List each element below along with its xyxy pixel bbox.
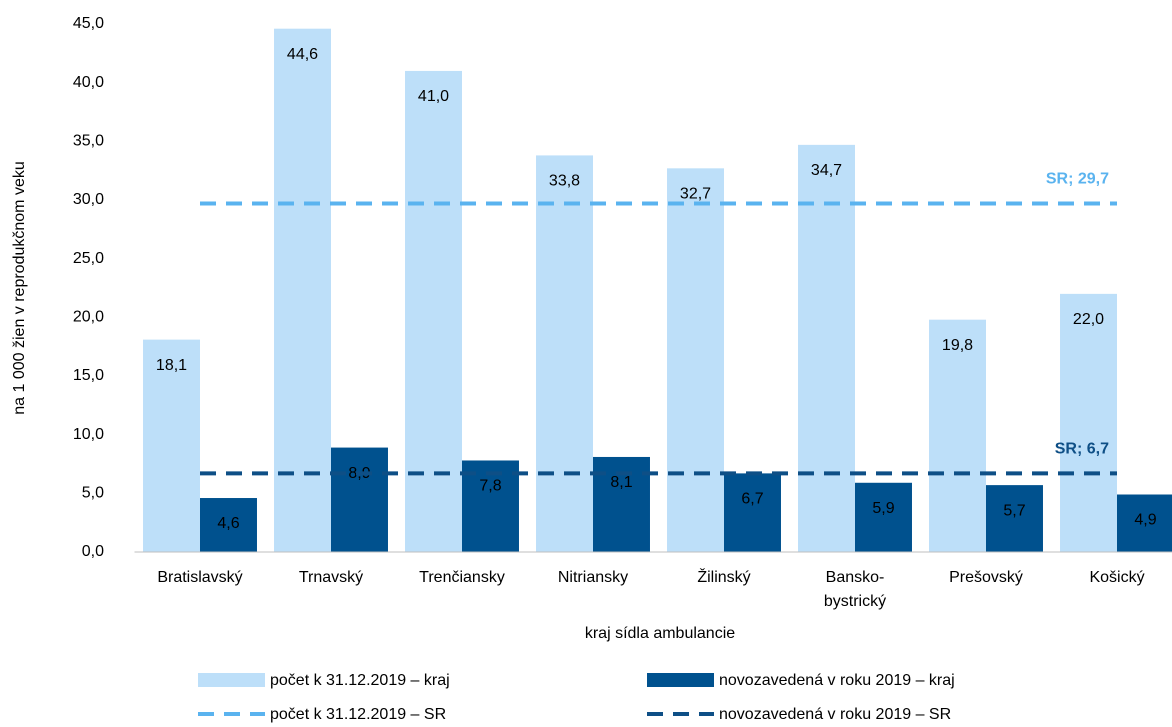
value-label: 4,6: [217, 515, 239, 532]
x-axis-title: kraj sídla ambulancie: [585, 625, 735, 642]
reference-label: SR; 6,7: [1055, 441, 1109, 458]
value-label: 6,7: [741, 491, 763, 508]
y-tick-label: 0,0: [82, 543, 104, 560]
legend-label: počet k 31.12.2019 – SR: [270, 706, 446, 723]
bar: [1117, 494, 1172, 552]
bar: [200, 498, 257, 552]
x-tick-label-line: bystrický: [824, 593, 886, 610]
x-tick-label-line: Nitriansky: [558, 569, 628, 586]
x-tick-label-line: Bansko-: [826, 569, 885, 586]
value-label: 44,6: [287, 46, 318, 63]
x-tick-label: Bansko-bystrický: [824, 569, 886, 610]
bar: [536, 155, 593, 552]
x-tick-label: Trnavský: [299, 569, 363, 586]
value-label: 32,7: [680, 186, 711, 203]
legend-label: novozavedená v roku 2019 – SR: [719, 706, 951, 723]
value-label: 34,7: [811, 162, 842, 179]
x-tick-label: Nitriansky: [558, 569, 628, 586]
bar: [593, 456, 650, 552]
x-tick-label-line: Bratislavský: [157, 569, 242, 586]
x-tick-label-line: Trenčiansky: [419, 569, 505, 586]
value-label: 8,1: [610, 474, 632, 491]
x-tick-label: Bratislavský: [157, 569, 242, 586]
x-tick-label-line: Košický: [1089, 569, 1144, 586]
value-label: 5,9: [872, 500, 894, 517]
bar: [405, 70, 462, 552]
x-tick-label-line: Prešovský: [949, 569, 1023, 586]
bar: [143, 339, 200, 552]
bar: [331, 447, 388, 552]
reference-label: SR; 29,7: [1046, 171, 1109, 188]
y-tick-label: 25,0: [73, 250, 104, 267]
x-tick-label: Trenčiansky: [419, 569, 505, 586]
y-tick-label: 45,0: [73, 15, 104, 32]
x-tick-label-line: Trnavský: [299, 569, 363, 586]
value-label: 22,0: [1073, 311, 1104, 328]
x-tick-label: Košický: [1089, 569, 1144, 586]
y-axis-title: na 1 000 žien v reprodukčnom veku: [11, 161, 28, 414]
value-label: 41,0: [418, 88, 449, 105]
y-tick-label: 35,0: [73, 133, 104, 150]
bar: [274, 28, 331, 552]
y-tick-label: 40,0: [73, 74, 104, 91]
x-tick-label-line: Žilinský: [697, 567, 750, 586]
value-label: 4,9: [1134, 512, 1156, 529]
bar: [929, 319, 986, 552]
x-tick-label: Prešovský: [949, 569, 1023, 586]
bar: [855, 482, 912, 552]
y-tick-label: 10,0: [73, 426, 104, 443]
legend-swatch: [647, 673, 714, 687]
value-label: 7,8: [479, 478, 501, 495]
legend-label: počet k 31.12.2019 – kraj: [270, 672, 450, 689]
legend-swatch: [198, 673, 265, 687]
legend-label: novozavedená v roku 2019 – kraj: [719, 672, 955, 689]
x-tick-label: Žilinský: [697, 567, 750, 586]
y-tick-label: 20,0: [73, 309, 104, 326]
y-tick-label: 30,0: [73, 191, 104, 208]
value-label: 5,7: [1003, 502, 1025, 519]
bar: [1060, 293, 1117, 552]
value-label: 19,8: [942, 337, 973, 354]
bar: [724, 473, 781, 552]
y-tick-label: 5,0: [82, 485, 104, 502]
bar: [667, 168, 724, 552]
bar: [798, 144, 855, 552]
bar: [986, 485, 1043, 552]
value-label: 18,1: [156, 357, 187, 374]
value-label: 33,8: [549, 173, 580, 190]
y-tick-label: 15,0: [73, 367, 104, 384]
bar: [462, 460, 519, 552]
